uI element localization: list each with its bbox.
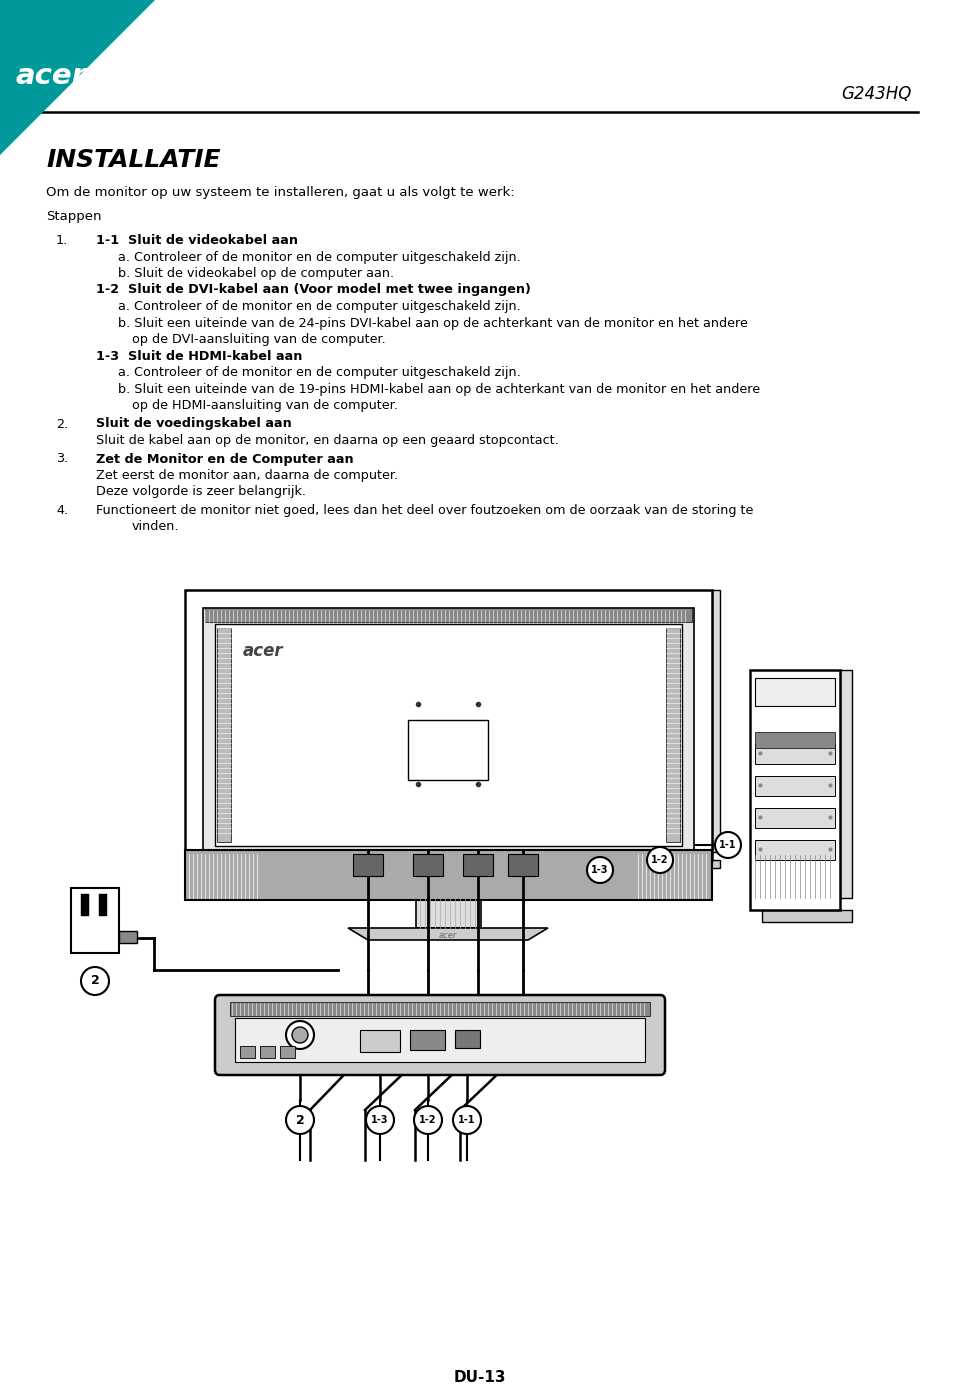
Text: 2: 2 [90, 974, 100, 987]
Text: 1.: 1. [56, 234, 68, 246]
Bar [360, 1030, 400, 1052]
Bar [193, 860, 720, 869]
Bar [755, 839, 835, 860]
Bar [840, 670, 852, 898]
Text: G243HQ: G243HQ [842, 85, 912, 103]
Text: acer: acer [439, 931, 457, 941]
Bar [81, 894, 89, 916]
Text: DU-13: DU-13 [454, 1370, 506, 1385]
Bar [71, 888, 119, 954]
Text: op de DVI-aansluiting van de computer.: op de DVI-aansluiting van de computer. [132, 333, 386, 347]
Bar [205, 608, 692, 622]
Text: 1-3  Sluit de HDMI-kabel aan: 1-3 Sluit de HDMI-kabel aan [96, 349, 302, 362]
Text: 2.: 2. [56, 418, 68, 430]
Text: Functioneert de monitor niet goed, lees dan het deel over foutzoeken om de oorza: Functioneert de monitor niet goed, lees … [96, 504, 754, 516]
Bar [410, 1030, 445, 1050]
Text: 1-3: 1-3 [372, 1115, 389, 1125]
Bar [235, 1018, 645, 1062]
Bar [755, 743, 835, 764]
Polygon shape [348, 928, 548, 940]
Text: op de HDMI-aansluiting van de computer.: op de HDMI-aansluiting van de computer. [132, 400, 397, 412]
Circle shape [286, 1020, 314, 1050]
Text: b. Sluit de videokabel op de computer aan.: b. Sluit de videokabel op de computer aa… [118, 267, 395, 280]
Bar [463, 855, 493, 876]
Circle shape [286, 1107, 314, 1134]
Text: 2: 2 [296, 1114, 304, 1126]
Polygon shape [0, 0, 155, 155]
Bar [240, 1045, 255, 1058]
Bar [280, 1045, 295, 1058]
Bar [416, 869, 481, 928]
Circle shape [414, 1107, 442, 1134]
Bar [408, 720, 488, 780]
Text: b. Sluit een uiteinde van de 19-pins HDMI-kabel aan op de achterkant van de moni: b. Sluit een uiteinde van de 19-pins HDM… [118, 383, 760, 395]
Circle shape [366, 1107, 394, 1134]
Bar [119, 931, 137, 942]
Text: 1-1  Sluit de videokabel aan: 1-1 Sluit de videokabel aan [96, 234, 298, 246]
Bar [712, 590, 720, 852]
Text: 1-2: 1-2 [420, 1115, 437, 1125]
Bar [755, 775, 835, 796]
Circle shape [81, 967, 109, 995]
Circle shape [587, 857, 613, 883]
Bar [762, 910, 852, 922]
Text: 1-3: 1-3 [591, 864, 609, 876]
Bar [185, 590, 712, 860]
Bar [413, 855, 443, 876]
Text: Deze volgorde is zeer belangrijk.: Deze volgorde is zeer belangrijk. [96, 486, 306, 498]
Bar [99, 894, 107, 916]
Text: 3.: 3. [56, 452, 68, 465]
FancyBboxPatch shape [215, 995, 665, 1075]
Text: a. Controleer of de monitor en de computer uitgeschakeld zijn.: a. Controleer of de monitor en de comput… [118, 251, 520, 263]
Circle shape [292, 1027, 308, 1043]
Bar [215, 624, 682, 846]
Bar [755, 732, 835, 748]
Text: Sluit de kabel aan op de monitor, en daarna op een geaard stopcontact.: Sluit de kabel aan op de monitor, en daa… [96, 434, 559, 447]
Bar [455, 1030, 480, 1048]
Circle shape [453, 1107, 481, 1134]
Bar [185, 851, 712, 901]
Bar [750, 670, 840, 910]
Text: 1-2: 1-2 [651, 855, 669, 864]
Text: acer: acer [243, 642, 283, 660]
Circle shape [715, 832, 741, 857]
Bar [217, 628, 231, 842]
Text: 1-1: 1-1 [458, 1115, 476, 1125]
Bar [260, 1045, 275, 1058]
Bar [755, 807, 835, 828]
Bar [508, 855, 538, 876]
Bar [353, 855, 383, 876]
Text: a. Controleer of de monitor en de computer uitgeschakeld zijn.: a. Controleer of de monitor en de comput… [118, 366, 520, 379]
Text: 1-2  Sluit de DVI-kabel aan (Voor model met twee ingangen): 1-2 Sluit de DVI-kabel aan (Voor model m… [96, 284, 531, 296]
Text: Zet eerst de monitor aan, daarna de computer.: Zet eerst de monitor aan, daarna de comp… [96, 469, 398, 482]
Text: Zet de Monitor en de Computer aan: Zet de Monitor en de Computer aan [96, 452, 353, 465]
Text: Om de monitor op uw systeem te installeren, gaat u als volgt te werk:: Om de monitor op uw systeem te installer… [46, 187, 515, 199]
Text: 4.: 4. [56, 504, 68, 516]
Text: a. Controleer of de monitor en de computer uitgeschakeld zijn.: a. Controleer of de monitor en de comput… [118, 301, 520, 313]
Bar [666, 628, 680, 842]
Bar [755, 678, 835, 706]
Text: vinden.: vinden. [132, 521, 180, 533]
Bar [203, 608, 694, 852]
Text: 1-1: 1-1 [719, 839, 736, 851]
Text: b. Sluit een uiteinde van de 24-pins DVI-kabel aan op de achterkant van de monit: b. Sluit een uiteinde van de 24-pins DVI… [118, 316, 748, 330]
Text: Stappen: Stappen [46, 210, 102, 223]
Text: acer: acer [16, 63, 87, 90]
Bar [230, 1002, 650, 1016]
Text: Sluit de voedingskabel aan: Sluit de voedingskabel aan [96, 418, 292, 430]
Circle shape [647, 846, 673, 873]
Text: INSTALLATIE: INSTALLATIE [46, 148, 221, 173]
